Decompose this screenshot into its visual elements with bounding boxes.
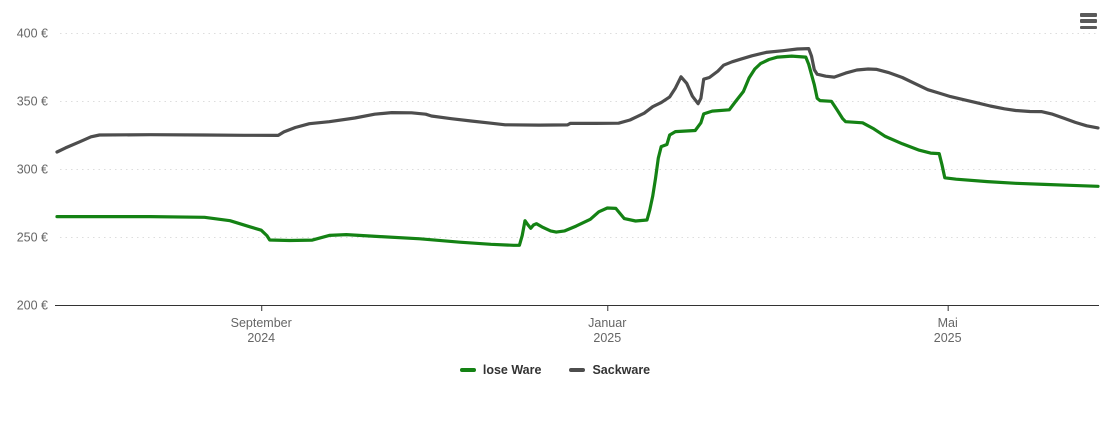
x-axis-label: Mai 2025 (934, 316, 962, 345)
x-axis-label: September 2024 (231, 316, 292, 345)
legend: lose Ware Sackware (0, 363, 1110, 377)
legend-marker-lose-ware (459, 368, 476, 372)
legend-label-lose-ware: lose Ware (482, 363, 542, 377)
y-axis-label: 200 € (17, 299, 48, 313)
legend-item-sackware[interactable]: Sackware (569, 363, 650, 377)
y-axis-label: 250 € (17, 231, 48, 245)
y-axis-label: 300 € (17, 163, 48, 177)
context-menu-button[interactable] (1077, 11, 1099, 31)
y-axis-label: 350 € (17, 95, 48, 109)
series-line-lose-ware (55, 54, 1100, 247)
series-line-sackware (55, 46, 1100, 154)
legend-item-lose-ware[interactable]: lose Ware (459, 363, 542, 377)
legend-marker-sackware (569, 368, 586, 372)
x-axis-label: Januar 2025 (588, 316, 626, 345)
y-axis-label: 400 € (17, 27, 48, 41)
legend-label-sackware: Sackware (592, 363, 651, 377)
